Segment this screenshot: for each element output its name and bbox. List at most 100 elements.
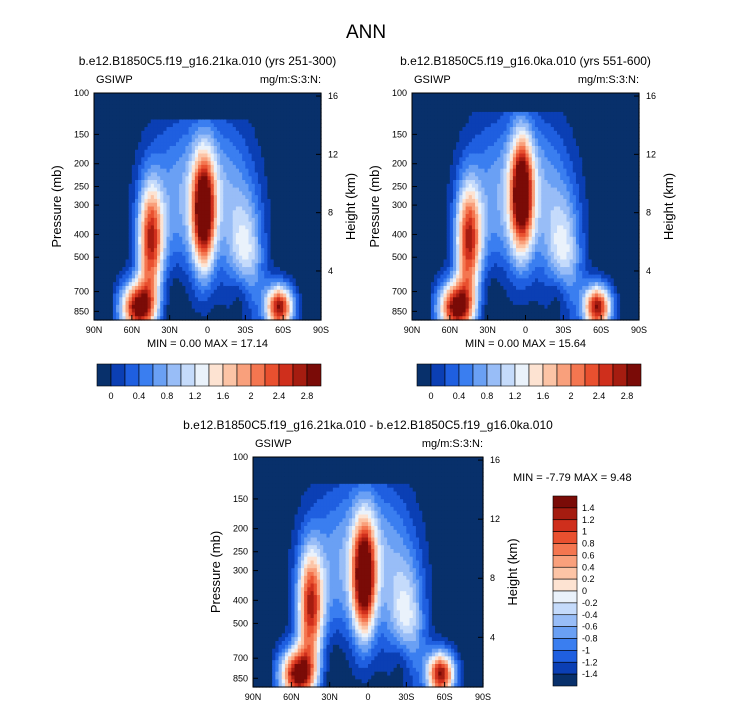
heatmap-cell — [134, 225, 139, 230]
heatmap-cell — [163, 308, 168, 314]
heatmap-cell — [128, 134, 133, 139]
heatmap-cell — [94, 282, 98, 287]
heatmap-cell — [109, 240, 114, 245]
heatmap-cell — [141, 191, 146, 196]
heatmap-cell — [119, 202, 123, 208]
heatmap-cell — [112, 308, 117, 314]
heatmap-cell — [122, 138, 127, 143]
heatmap-cell — [138, 119, 142, 124]
heatmap-cell — [169, 240, 174, 245]
heatmap-cell — [172, 270, 177, 276]
heatmap-cell — [116, 312, 120, 317]
heatmap-cell — [103, 104, 108, 109]
heatmap-cell — [100, 123, 105, 128]
heatmap-cell — [147, 308, 152, 314]
heatmap-cell — [169, 308, 174, 314]
heatmap-cell — [166, 119, 171, 124]
heatmap-cell — [157, 225, 161, 230]
heatmap-cell — [97, 130, 101, 136]
heatmap-cell — [103, 301, 108, 306]
heatmap-cell — [166, 142, 171, 147]
heatmap-cell — [138, 236, 142, 242]
heatmap-cell — [175, 119, 180, 124]
heatmap-cell — [141, 259, 146, 264]
heatmap-cell — [122, 206, 127, 211]
heatmap-cell — [106, 96, 111, 102]
heatmap-cell — [150, 255, 155, 261]
heatmap-cell — [153, 285, 158, 291]
heatmap-cell — [109, 248, 114, 253]
heatmap-cell — [116, 104, 120, 109]
x-tick-label: 0 — [205, 325, 210, 335]
heatmap-cell — [103, 263, 108, 268]
heatmap-cell — [150, 236, 155, 242]
heatmap-cell — [144, 251, 149, 257]
heatmap-cell — [175, 236, 180, 242]
heatmap-cell — [157, 229, 161, 234]
heatmap-cell — [131, 210, 136, 215]
heatmap-cell — [172, 96, 177, 102]
heatmap-cell — [103, 282, 108, 287]
heatmap-cell — [157, 282, 161, 287]
heatmap-cell — [138, 229, 142, 234]
heatmap-cell — [150, 259, 155, 264]
heatmap-cell — [97, 293, 101, 298]
heatmap-cell — [160, 210, 164, 215]
heatmap-cell — [134, 123, 139, 128]
heatmap-cell — [119, 278, 123, 283]
heatmap-cell — [138, 183, 142, 189]
heatmap-cell — [109, 270, 114, 276]
heatmap-cell — [138, 145, 142, 151]
heatmap-cell — [122, 123, 127, 128]
heatmap-cell — [134, 157, 139, 162]
heatmap-cell — [109, 149, 114, 155]
heatmap-cell — [147, 198, 152, 204]
heatmap-cell — [141, 134, 146, 139]
heatmap-cell — [141, 142, 146, 147]
heatmap-cell — [131, 285, 136, 291]
heatmap-cell — [125, 172, 130, 177]
heatmap-cell — [109, 183, 114, 189]
heatmap-cell — [94, 236, 98, 242]
heatmap-cell — [169, 93, 174, 98]
heatmap-cell — [106, 263, 111, 268]
heatmap-cell — [175, 198, 180, 204]
corner-label-left: GSIWP — [414, 74, 451, 86]
heatmap-cell — [128, 297, 133, 302]
heatmap-cell — [163, 145, 168, 151]
heatmap-cell — [134, 293, 139, 298]
heatmap-cell — [160, 217, 164, 223]
heatmap-cell — [153, 127, 158, 132]
heatmap-cell — [122, 183, 127, 189]
heatmap-cell — [125, 293, 130, 298]
heatmap-cell — [100, 138, 105, 143]
heatmap-cell — [147, 195, 152, 200]
heatmap-cell — [141, 183, 146, 189]
heatmap-cell — [134, 104, 139, 109]
heatmap-cell — [144, 270, 149, 276]
heatmap-cell — [169, 191, 174, 196]
heatmap-cell — [100, 108, 105, 113]
heatmap-cell — [112, 259, 117, 264]
heatmap-cell — [141, 240, 146, 245]
heatmap-cell — [141, 282, 146, 287]
heatmap-cell — [141, 96, 146, 102]
heatmap-cell — [128, 308, 133, 314]
heatmap-cell — [157, 210, 161, 215]
heatmap-cell — [134, 191, 139, 196]
heatmap-cell — [131, 172, 136, 177]
heatmap-cell — [119, 282, 123, 287]
heatmap-cell — [141, 153, 146, 158]
heatmap-cell — [122, 244, 127, 249]
heatmap-cell — [175, 259, 180, 264]
heatmap-cell — [141, 202, 146, 208]
heatmap-cell — [109, 187, 114, 192]
heatmap-cell — [94, 312, 98, 317]
heatmap-cell — [119, 244, 123, 249]
heatmap-cell — [122, 263, 127, 268]
heatmap-cell — [116, 232, 120, 238]
heatmap-cell — [138, 142, 142, 147]
heatmap-cell — [157, 157, 161, 162]
heatmap-cell — [94, 293, 98, 298]
heatmap-cell — [119, 289, 123, 295]
